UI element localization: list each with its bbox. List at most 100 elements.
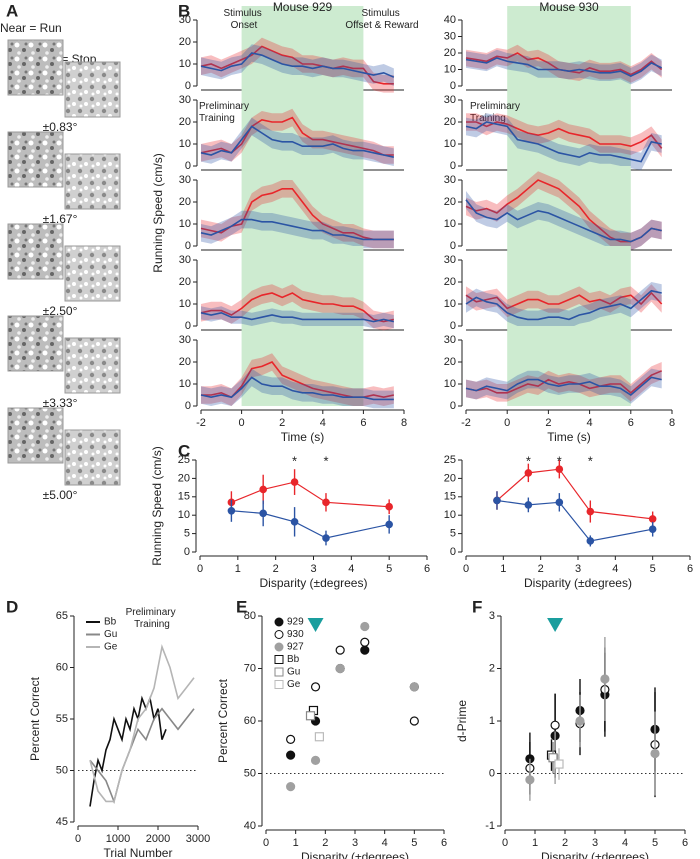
legend-swatch <box>274 642 284 652</box>
x-tick-label: 5 <box>650 563 656 575</box>
data-point <box>360 621 370 632</box>
y-tick-label: 20 <box>179 356 191 368</box>
data-point <box>409 682 419 692</box>
y-axis-label: Percent Correct <box>28 676 42 761</box>
annotation: Preliminary Training <box>470 101 523 124</box>
y-tick-label: 1 <box>489 715 495 727</box>
x-tick-label: 0 <box>463 563 469 575</box>
data-point <box>286 734 296 744</box>
x-tick-label: 1 <box>500 563 506 575</box>
y-tick-label: 30 <box>179 94 191 106</box>
x-tick-label: 0 <box>197 563 203 575</box>
y-tick-label: 0 <box>184 546 190 558</box>
x-tick-label: 1 <box>235 563 241 575</box>
y-tick-label: 10 <box>444 218 456 230</box>
series-line <box>465 376 662 396</box>
y-tick-label: 0 <box>489 767 495 779</box>
error-band <box>466 191 662 251</box>
chart-title: Mouse 929 <box>273 0 333 14</box>
y-tick-label: 0 <box>450 400 456 412</box>
data-point <box>286 750 296 760</box>
y-tick-label: 30 <box>444 174 456 186</box>
series-line <box>231 481 390 508</box>
chart: 0 10 20 30 <box>179 246 404 332</box>
x-tick-label: 2 <box>279 417 285 429</box>
x-axis-label: Disparity (±degrees) <box>524 576 632 590</box>
y-tick-label: 50 <box>244 767 256 779</box>
x-axis-label: Disparity (±degrees) <box>260 576 368 590</box>
x-tick-label: 0 <box>504 417 510 429</box>
stimulus-near <box>7 39 64 96</box>
data-point <box>259 509 267 518</box>
legend-label: 927 <box>287 642 304 653</box>
y-tick-label: 60 <box>56 661 68 673</box>
series-line <box>465 370 663 394</box>
error-band <box>466 49 662 85</box>
y-tick-label: 30 <box>444 94 456 106</box>
significance-mark: * <box>588 453 593 468</box>
series-line <box>200 376 394 401</box>
x-tick-label: 3 <box>310 563 316 575</box>
disparity-label: ±5.00° <box>43 488 78 502</box>
disparity-label: ±1.67° <box>43 212 78 226</box>
data-point <box>310 682 321 692</box>
stimulus-far <box>64 429 121 486</box>
series-line <box>465 291 663 310</box>
stimulus-near <box>7 131 64 188</box>
x-tick-label: 3 <box>352 837 358 849</box>
legend-label: Ge <box>287 679 301 690</box>
y-tick-label: 20 <box>444 356 456 368</box>
error-band <box>201 108 394 164</box>
stimulus-period <box>507 86 631 166</box>
error-band <box>466 284 662 318</box>
data-point <box>360 645 370 655</box>
chart: 0 10 20 30 -2 0 2 4 6 8 Time (s) <box>179 326 407 444</box>
y-tick-label: 30 <box>179 334 191 346</box>
series-line <box>200 45 394 85</box>
x-tick-label: 4 <box>622 837 628 849</box>
disparity-label: ±0.83° <box>43 120 78 134</box>
x-tick-label: 8 <box>669 417 675 429</box>
y-tick-label: 0 <box>185 400 191 412</box>
y-tick-label: 0 <box>185 160 191 172</box>
y-tick-label: 55 <box>56 713 68 725</box>
data-point <box>322 498 330 507</box>
error-band <box>466 113 662 158</box>
y-tick-label: 10 <box>444 63 456 75</box>
stimulus-period <box>507 326 631 406</box>
y-tick-label: 30 <box>444 30 456 42</box>
legend-label: Gu <box>287 667 300 678</box>
y-tick-label: 10 <box>179 58 191 70</box>
error-band <box>201 368 394 409</box>
near-label: Near = Run <box>0 21 62 35</box>
chart: 0 10 20 30 <box>444 246 672 332</box>
y-tick-label: 30 <box>179 174 191 186</box>
y-tick-label: 0 <box>450 160 456 172</box>
series-line <box>466 121 663 149</box>
x-tick-label: 2 <box>562 837 568 849</box>
data-point <box>259 485 267 494</box>
series-line <box>465 57 663 77</box>
chart: 0 5 10 15 20 25 0 1 2 3 4 5 6 Disparity (±degrees) * * * <box>444 453 693 590</box>
data-point <box>409 716 419 726</box>
data-point <box>385 520 393 529</box>
x-tick-label: 2 <box>322 837 328 849</box>
data-point <box>322 534 330 542</box>
significance-mark: * <box>526 453 531 468</box>
legend-label: Bb <box>104 617 117 628</box>
error-band <box>201 37 394 93</box>
x-tick-label: 2000 <box>146 833 170 845</box>
chart: 0 10 20 30 Preliminary Training <box>179 86 404 172</box>
data-point <box>385 502 393 511</box>
legend-swatch <box>274 655 284 664</box>
y-tick-label: 70 <box>244 662 256 674</box>
y-tick-label: 20 <box>179 36 191 48</box>
y-tick-label: 0 <box>185 80 191 92</box>
x-tick-label: 4 <box>587 417 593 429</box>
stimulus-far <box>64 337 121 394</box>
data-point <box>600 674 610 684</box>
series-line <box>496 499 653 542</box>
legend-label: 930 <box>287 629 304 640</box>
x-tick-label: 4 <box>382 837 388 849</box>
disparity-label: ±3.33° <box>43 396 78 410</box>
